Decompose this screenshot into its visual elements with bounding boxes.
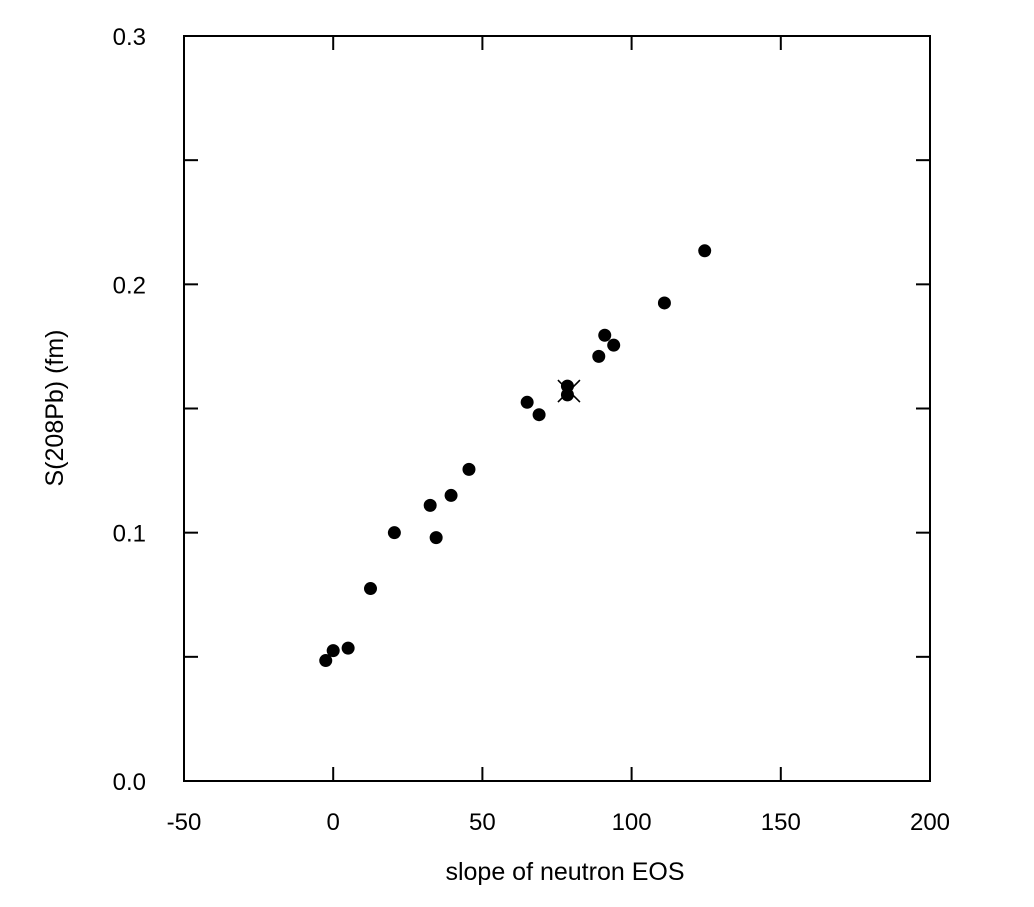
data-point: [444, 488, 458, 502]
y-tick-label: 0.0: [113, 769, 146, 796]
data-point: [592, 349, 606, 363]
plot-frame: [183, 35, 931, 782]
x-tick-label: 150: [761, 809, 801, 836]
data-point: [341, 641, 355, 655]
data-point: [532, 408, 546, 422]
x-tick-label: 100: [612, 809, 652, 836]
data-point: [657, 296, 671, 310]
x-tick-label: 200: [910, 809, 950, 836]
axis-ticks: [184, 36, 930, 781]
y-tick-label: 0.3: [113, 24, 146, 51]
data-point: [560, 388, 574, 402]
data-point: [462, 462, 476, 476]
y-tick-label: 0.2: [113, 272, 146, 299]
y-tick-label: 0.1: [113, 521, 146, 548]
data-point: [429, 531, 443, 545]
data-point: [520, 395, 534, 409]
x-tick-label: 0: [327, 809, 340, 836]
data-point: [698, 244, 712, 258]
x-tick-label: -50: [167, 809, 202, 836]
y-axis-title: S(208Pb) (fm): [41, 330, 69, 487]
axis-tick-labels: -50 0 50 100 150 200 0.0 0.1 0.2 0.3: [113, 24, 950, 836]
data-points: [319, 244, 712, 668]
data-point: [607, 338, 621, 352]
cross-marker: [557, 379, 581, 403]
data-point: [387, 526, 401, 540]
data-point: [364, 582, 377, 596]
data-point: [319, 654, 333, 668]
x-tick-label: 50: [469, 809, 496, 836]
data-point: [326, 644, 340, 658]
data-point: [423, 498, 437, 512]
data-point: [598, 328, 612, 342]
x-axis-title: slope of neutron EOS: [445, 858, 684, 886]
